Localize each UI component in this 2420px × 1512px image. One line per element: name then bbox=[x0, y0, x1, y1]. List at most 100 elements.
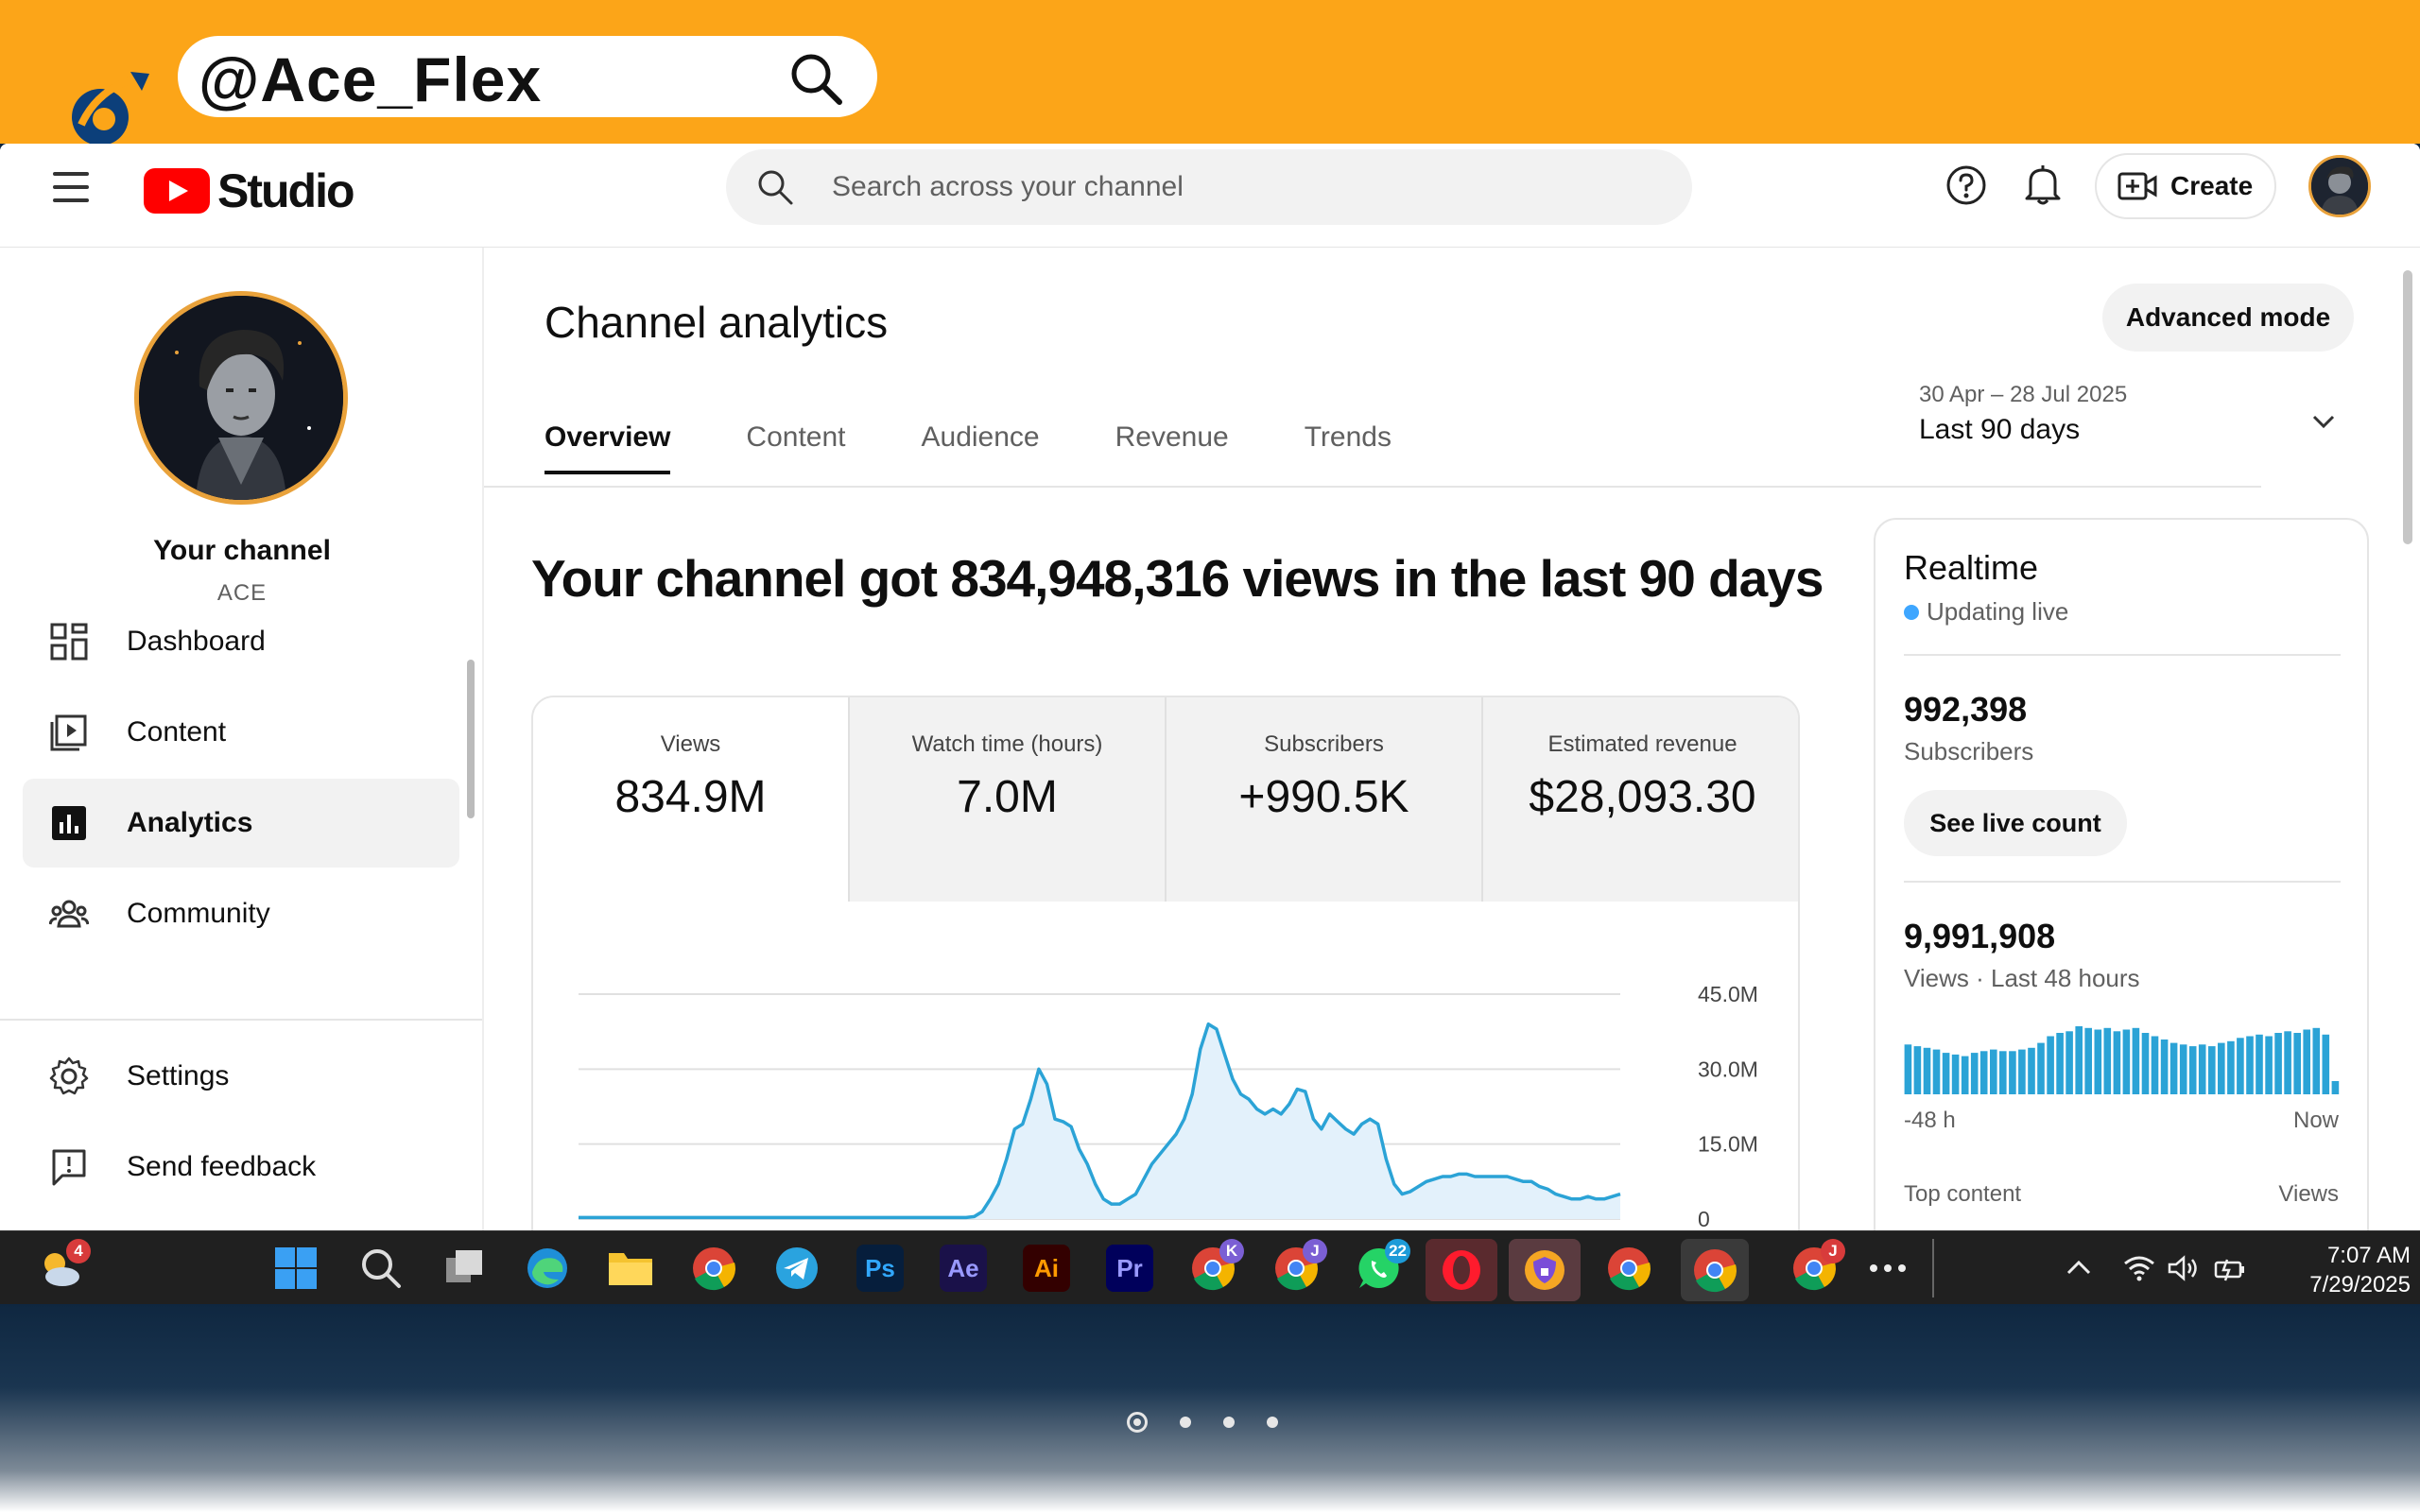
sidebar-item-send-feedback[interactable]: Send feedback bbox=[23, 1123, 459, 1211]
clock-date: 7/29/2025 bbox=[2309, 1272, 2411, 1297]
youtube-studio-logo[interactable]: Studio bbox=[144, 163, 355, 219]
realtime-bar bbox=[2113, 1031, 2121, 1094]
tab-trends[interactable]: Trends bbox=[1304, 421, 1392, 453]
volume-icon[interactable] bbox=[2167, 1254, 2199, 1282]
top-bar: Studio Create bbox=[0, 144, 2420, 248]
realtime-views-bars[interactable] bbox=[1904, 1019, 2341, 1094]
views-headline: Your channel got 834,948,316 views in th… bbox=[531, 549, 1824, 608]
notifications-bell-icon[interactable] bbox=[2023, 163, 2063, 206]
taskbar-opera[interactable] bbox=[1426, 1239, 1497, 1301]
account-avatar[interactable] bbox=[2308, 155, 2371, 217]
chevron-down-icon[interactable] bbox=[2308, 406, 2339, 437]
realtime-bar bbox=[2169, 1042, 2178, 1094]
taskbar-edge[interactable] bbox=[524, 1245, 571, 1292]
analytics-icon bbox=[52, 806, 86, 840]
tab-revenue[interactable]: Revenue bbox=[1115, 421, 1229, 453]
taskbar-chrome-profile-j[interactable]: J bbox=[1272, 1239, 1327, 1292]
sidebar-scrollbar[interactable] bbox=[467, 660, 475, 818]
taskbar-chrome-profile-k[interactable]: K bbox=[1189, 1239, 1244, 1292]
wifi-icon[interactable] bbox=[2123, 1254, 2155, 1282]
windows-taskbar: 4 Ps bbox=[0, 1230, 2420, 1304]
avatar-illustration-icon bbox=[2311, 158, 2368, 215]
realtime-bar bbox=[1942, 1053, 1950, 1094]
taskbar-telegram[interactable] bbox=[773, 1245, 821, 1292]
tab-content[interactable]: Content bbox=[746, 421, 846, 453]
metric-views[interactable]: Views 834.9M bbox=[533, 697, 850, 902]
see-live-count-button[interactable]: See live count bbox=[1904, 790, 2127, 856]
metric-label: Subscribers bbox=[1264, 731, 1384, 757]
channel-avatar[interactable] bbox=[134, 291, 348, 505]
metric-estimated-revenue[interactable]: Estimated revenue $28,093.30 bbox=[1483, 697, 1798, 902]
profile-badge: J bbox=[1821, 1239, 1845, 1263]
taskbar-whatsapp[interactable]: 22 bbox=[1356, 1239, 1410, 1292]
channel-search[interactable] bbox=[726, 149, 1692, 225]
taskbar-vpn[interactable] bbox=[1509, 1239, 1581, 1301]
sidebar: Your channel ACE Dashboard Content bbox=[0, 248, 484, 1230]
page-scrollbar[interactable] bbox=[2403, 270, 2412, 544]
page-dot-active[interactable] bbox=[1127, 1412, 1148, 1433]
chrome-icon bbox=[693, 1247, 735, 1291]
battery-icon[interactable] bbox=[2214, 1254, 2246, 1282]
sidebar-item-dashboard[interactable]: Dashboard bbox=[23, 597, 459, 686]
realtime-status: Updating live bbox=[1904, 597, 2068, 627]
more-icon bbox=[1870, 1264, 1906, 1272]
metric-watch-time[interactable]: Watch time (hours) 7.0M bbox=[850, 697, 1167, 902]
taskbar-illustrator[interactable]: Ai bbox=[1023, 1245, 1070, 1292]
sidebar-item-content[interactable]: Content bbox=[23, 688, 459, 777]
photoshop-icon: Ps bbox=[865, 1253, 895, 1282]
channel-handle: @Ace_Flex bbox=[199, 44, 543, 114]
content-icon bbox=[50, 714, 87, 751]
page-dot[interactable] bbox=[1223, 1417, 1235, 1428]
taskbar-chrome[interactable] bbox=[690, 1245, 737, 1292]
telegram-icon bbox=[776, 1247, 818, 1289]
weather-widget[interactable]: 4 bbox=[36, 1239, 91, 1292]
taskbar-search[interactable] bbox=[357, 1245, 405, 1292]
metric-subscribers[interactable]: Subscribers +990.5K bbox=[1167, 697, 1483, 902]
taskbar-photoshop[interactable]: Ps bbox=[856, 1245, 904, 1292]
realtime-bar bbox=[2218, 1042, 2225, 1094]
search-icon[interactable] bbox=[788, 51, 843, 106]
search-input[interactable] bbox=[832, 166, 1645, 208]
taskbar-file-explorer[interactable] bbox=[607, 1245, 654, 1292]
handle-search-pill[interactable]: @Ace_Flex bbox=[178, 36, 877, 117]
sidebar-item-settings[interactable]: Settings bbox=[23, 1032, 459, 1121]
page-dot[interactable] bbox=[1180, 1417, 1191, 1428]
windows-start-icon bbox=[275, 1247, 317, 1289]
vpn-shield-icon bbox=[1525, 1250, 1564, 1290]
taskbar-chrome-profile-3[interactable] bbox=[1605, 1245, 1652, 1292]
menu-icon[interactable] bbox=[53, 172, 91, 210]
taskbar-chrome-profile-j2[interactable]: J bbox=[1790, 1239, 1845, 1292]
brand-logo-icon bbox=[72, 72, 149, 144]
sidebar-item-analytics[interactable]: Analytics bbox=[23, 779, 459, 868]
views-chart[interactable]: 45.0M 30.0M 15.0M 0 bbox=[533, 902, 1800, 1230]
logo-text: Studio bbox=[217, 164, 355, 217]
date-range-selector[interactable]: Last 90 days bbox=[1919, 414, 2081, 445]
chevron-up-icon[interactable] bbox=[2063, 1254, 2095, 1282]
realtime-bar bbox=[1961, 1056, 1969, 1094]
main-content: Channel analytics Advanced mode 30 Apr –… bbox=[484, 248, 2420, 1230]
tab-overview[interactable]: Overview bbox=[544, 421, 671, 474]
advanced-mode-button[interactable]: Advanced mode bbox=[2102, 284, 2354, 352]
task-view[interactable] bbox=[441, 1245, 488, 1292]
realtime-bar bbox=[2037, 1042, 2045, 1094]
sidebar-item-community[interactable]: Community bbox=[23, 869, 459, 958]
taskbar-after-effects[interactable]: Ae bbox=[940, 1245, 987, 1292]
realtime-subscribers: 992,398 bbox=[1904, 690, 2028, 729]
start-button[interactable] bbox=[272, 1245, 320, 1292]
create-label: Create bbox=[2170, 171, 2254, 200]
tab-audience[interactable]: Audience bbox=[921, 421, 1040, 453]
realtime-bar bbox=[2018, 1049, 2026, 1094]
page-dot[interactable] bbox=[1267, 1417, 1278, 1428]
task-view-icon bbox=[446, 1250, 482, 1282]
realtime-bar bbox=[1932, 1049, 1941, 1094]
create-button[interactable]: Create bbox=[2095, 153, 2276, 219]
realtime-bar bbox=[2256, 1034, 2263, 1094]
realtime-bar bbox=[2265, 1036, 2273, 1094]
taskbar-premiere[interactable]: Pr bbox=[1106, 1245, 1153, 1292]
realtime-title: Realtime bbox=[1904, 548, 2039, 587]
taskbar-more[interactable] bbox=[1864, 1245, 1911, 1292]
taskbar-chrome-profile-4[interactable] bbox=[1681, 1239, 1749, 1301]
help-icon[interactable] bbox=[1945, 164, 1987, 206]
search-icon bbox=[758, 170, 793, 205]
system-clock[interactable]: 7:07 AM 7/29/2025 bbox=[2269, 1241, 2411, 1299]
